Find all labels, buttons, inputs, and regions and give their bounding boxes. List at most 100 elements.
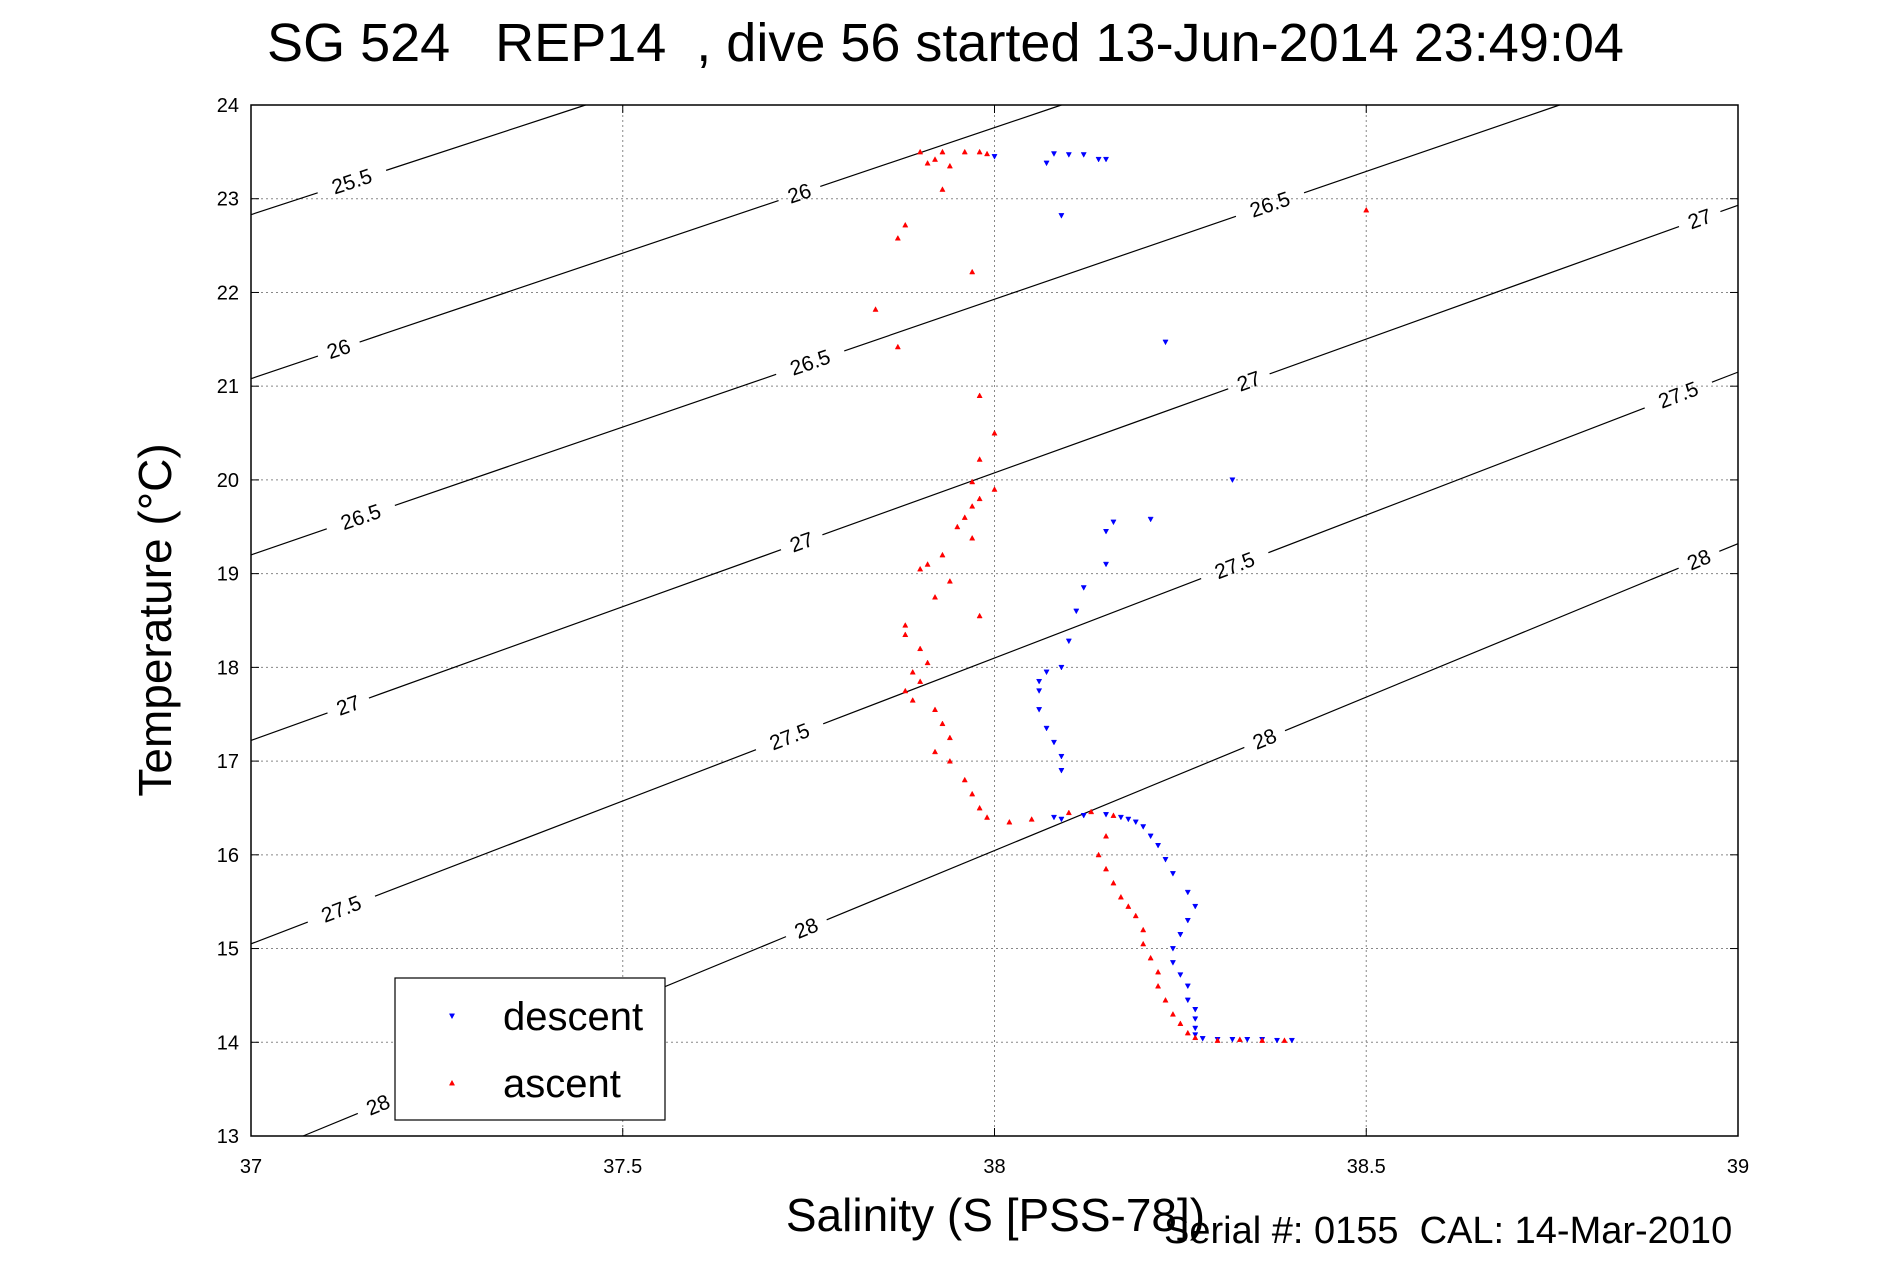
ascent-point xyxy=(1065,809,1072,816)
descent-point xyxy=(1132,819,1139,826)
ascent-point xyxy=(991,486,998,492)
ascent-point xyxy=(961,148,968,155)
y-tick-label: 16 xyxy=(217,845,239,867)
isopycnal-label: 26.5 xyxy=(338,500,384,535)
isopycnal-label: 27.5 xyxy=(1212,548,1258,584)
isopycnal-label: 27 xyxy=(334,691,364,721)
ascent-point xyxy=(984,150,991,157)
descent-point xyxy=(1140,824,1147,830)
ascent-point xyxy=(1140,926,1147,933)
ascent-point xyxy=(969,790,976,797)
axis-ticks: 37 37.5 38 38.5 39 13 14 15 16 17 18 19 20 21 22 23 24 xyxy=(217,95,1749,1178)
isopycnal-label: 26.5 xyxy=(1247,188,1293,223)
ascent-point xyxy=(1236,1036,1243,1042)
x-tick-label: 38 xyxy=(983,1156,1005,1178)
y-tick-label: 17 xyxy=(217,751,239,773)
ascent-point xyxy=(1140,940,1147,947)
descent-point xyxy=(1065,152,1072,158)
ascent-point xyxy=(991,429,998,436)
descent-legend-marker xyxy=(448,1013,456,1020)
isopycnal-line xyxy=(822,577,1202,725)
descent-point xyxy=(1184,983,1191,990)
isopycnal-label: 27.5 xyxy=(767,719,813,755)
isopycnal-label: 28 xyxy=(1684,545,1714,575)
ascent-point xyxy=(902,221,909,228)
serial-cal-note: Serial #: 0155 CAL: 14-Mar-2010 xyxy=(1164,1210,1733,1252)
ascent-point xyxy=(961,776,968,783)
descent-point xyxy=(1162,339,1169,346)
ascent-point xyxy=(976,612,983,619)
y-tick-label: 23 xyxy=(217,189,239,211)
descent-point xyxy=(1103,812,1110,818)
ascent-point xyxy=(939,720,946,727)
descent-point xyxy=(1050,151,1057,157)
ascent-point xyxy=(932,156,939,162)
descent-point xyxy=(1169,871,1176,877)
descent-series xyxy=(991,151,1295,1044)
descent-point xyxy=(1147,516,1154,523)
isopycnal-label: 28 xyxy=(1250,724,1280,754)
data-points xyxy=(872,148,1370,1044)
ascent-point xyxy=(932,748,939,755)
isopycnal-line xyxy=(359,199,779,343)
descent-point xyxy=(1058,213,1065,219)
descent-point xyxy=(1058,816,1065,823)
isopycnal-line xyxy=(1303,104,1560,194)
descent-point xyxy=(1103,156,1110,163)
legend-box xyxy=(394,977,666,1121)
descent-point xyxy=(1065,638,1072,645)
ascent-point xyxy=(1006,818,1013,825)
ascent-point xyxy=(924,561,931,567)
descent-point xyxy=(1192,903,1199,910)
legend: descent ascent xyxy=(394,977,666,1121)
isopycnal-line xyxy=(368,549,782,699)
ascent-point xyxy=(946,734,953,741)
ascent-point xyxy=(954,523,961,530)
ascent-legend-marker xyxy=(448,1079,456,1086)
descent-point xyxy=(1095,156,1102,163)
descent-point xyxy=(1169,946,1176,952)
y-tick-label: 22 xyxy=(217,282,239,304)
ascent-point xyxy=(969,534,976,541)
ascent-legend-label: ascent xyxy=(503,1062,621,1106)
descent-point xyxy=(1036,688,1043,694)
isopycnal-lines xyxy=(250,104,1739,1137)
ascent-point xyxy=(917,148,924,155)
isopycnal-label: 28 xyxy=(791,914,821,944)
y-tick-label: 20 xyxy=(217,470,239,492)
descent-point xyxy=(1244,1037,1251,1043)
isopycnal-line xyxy=(820,104,1062,188)
ascent-point xyxy=(902,687,909,694)
descent-point xyxy=(1199,1036,1206,1042)
ascent-point xyxy=(1147,954,1154,961)
descent-point xyxy=(1058,768,1065,774)
descent-point xyxy=(1192,1025,1199,1032)
descent-point xyxy=(1229,1037,1236,1043)
isopycnal-label: 27 xyxy=(787,528,817,558)
ascent-point xyxy=(976,804,983,811)
descent-point xyxy=(1229,477,1236,484)
y-tick-label: 21 xyxy=(217,376,239,398)
descent-point xyxy=(1080,813,1087,819)
ascent-point xyxy=(1117,893,1124,900)
chart-title: SG 524 REP14 , dive 56 started 13-Jun-20… xyxy=(267,13,1624,73)
isopycnal-label: 27.5 xyxy=(1655,377,1701,413)
descent-point xyxy=(1117,814,1124,821)
ascent-point xyxy=(1103,832,1110,839)
descent-point xyxy=(1184,997,1191,1004)
descent-point xyxy=(1036,707,1043,713)
descent-point xyxy=(1125,816,1132,823)
descent-point xyxy=(991,154,998,160)
descent-point xyxy=(1073,608,1080,615)
ascent-point xyxy=(1132,912,1139,919)
descent-point xyxy=(1080,585,1087,591)
ascent-point xyxy=(946,578,953,584)
ascent-point xyxy=(917,565,924,572)
descent-point xyxy=(1162,857,1169,863)
descent-point xyxy=(1274,1037,1281,1044)
ascent-point xyxy=(1155,968,1162,975)
descent-point xyxy=(1110,519,1117,526)
descent-point xyxy=(1147,833,1154,840)
ascent-point xyxy=(1259,1037,1266,1043)
ascent-point xyxy=(1214,1037,1221,1043)
